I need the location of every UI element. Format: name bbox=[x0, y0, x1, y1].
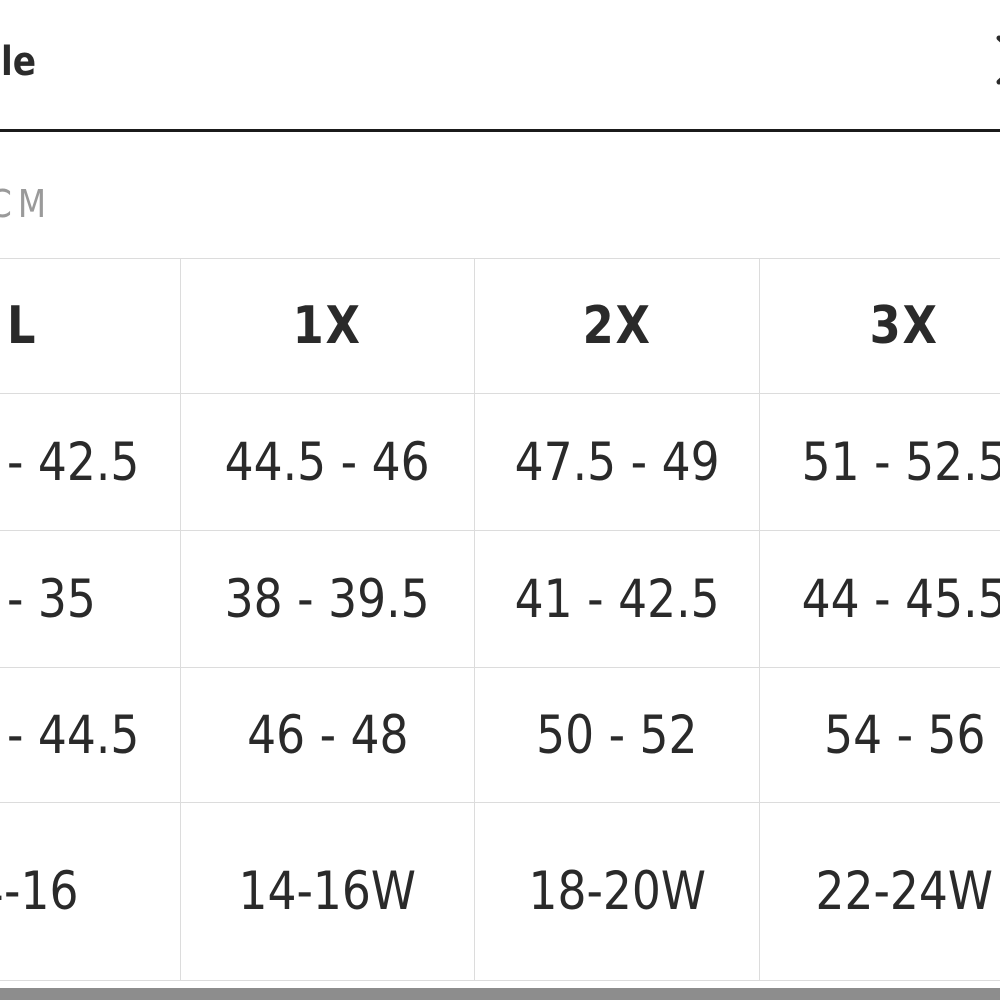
table-cell: 46 - 48 bbox=[181, 668, 475, 803]
column-header-3x: 3X bbox=[760, 259, 1000, 394]
table-cell: 18-20W bbox=[475, 803, 760, 981]
table-cell: 54 - 56 bbox=[760, 668, 1000, 803]
header-divider bbox=[0, 129, 1000, 132]
table-cell: 4-16 bbox=[0, 803, 181, 981]
column-header-1x: 1X bbox=[181, 259, 475, 394]
table-cell: 22-24W bbox=[760, 803, 1000, 981]
table-cell: 41 - 42.5 bbox=[475, 531, 760, 668]
size-table: L 1X 2X 3X - 42.5 44.5 - 46 47.5 - 49 51… bbox=[0, 258, 1000, 981]
page-title-text: le bbox=[1, 39, 37, 85]
table-cell: - 35 bbox=[0, 531, 181, 668]
page-title: le bbox=[1, 38, 42, 86]
table-cell: 51 - 52.5 bbox=[760, 394, 1000, 531]
unit-toggle-cm[interactable]: CM bbox=[0, 182, 62, 228]
table-cell: 44 - 45.5 bbox=[760, 531, 1000, 668]
column-header-l: L bbox=[0, 259, 181, 394]
table-cell: 47.5 - 49 bbox=[475, 394, 760, 531]
close-icon[interactable] bbox=[996, 33, 1000, 87]
table-cell: 44.5 - 46 bbox=[181, 394, 475, 531]
horizontal-scrollbar[interactable] bbox=[0, 988, 1000, 1000]
table-cell: - 42.5 bbox=[0, 394, 181, 531]
table-cell: - 44.5 bbox=[0, 668, 181, 803]
column-header-2x: 2X bbox=[475, 259, 760, 394]
table-cell: 38 - 39.5 bbox=[181, 531, 475, 668]
table-cell: 50 - 52 bbox=[475, 668, 760, 803]
unit-toggle-cm-label: CM bbox=[0, 182, 53, 226]
table-cell: 14-16W bbox=[181, 803, 475, 981]
